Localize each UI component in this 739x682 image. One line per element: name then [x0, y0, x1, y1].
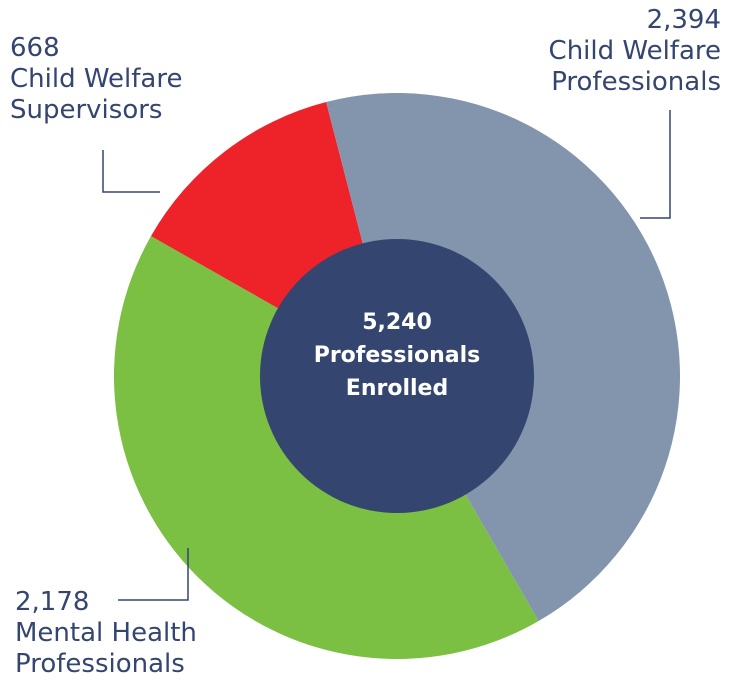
center-text: 5,240 — [362, 310, 432, 335]
center-label: 5,240 Professionals Enrolled — [277, 306, 517, 405]
category-label: Mental Health Professionals — [15, 618, 197, 679]
slice-label: 2,178 Mental Health Professionals — [15, 587, 245, 680]
center-text: Professionals — [313, 343, 481, 368]
leader-line — [118, 548, 189, 601]
slice-label: 2,394 Child Welfare Professionals — [521, 5, 721, 98]
leader-line — [640, 110, 671, 219]
value-label: 2,178 — [15, 587, 90, 617]
slice-label: 668 Child Welfare Supervisors — [10, 33, 210, 126]
category-label: Child Welfare Supervisors — [10, 64, 183, 125]
category-label: Child Welfare Professionals — [548, 36, 721, 97]
value-label: 668 — [10, 33, 60, 63]
value-label: 2,394 — [646, 5, 721, 35]
leader-line — [102, 150, 160, 193]
center-circle — [260, 239, 534, 513]
center-text: Enrolled — [345, 376, 449, 401]
